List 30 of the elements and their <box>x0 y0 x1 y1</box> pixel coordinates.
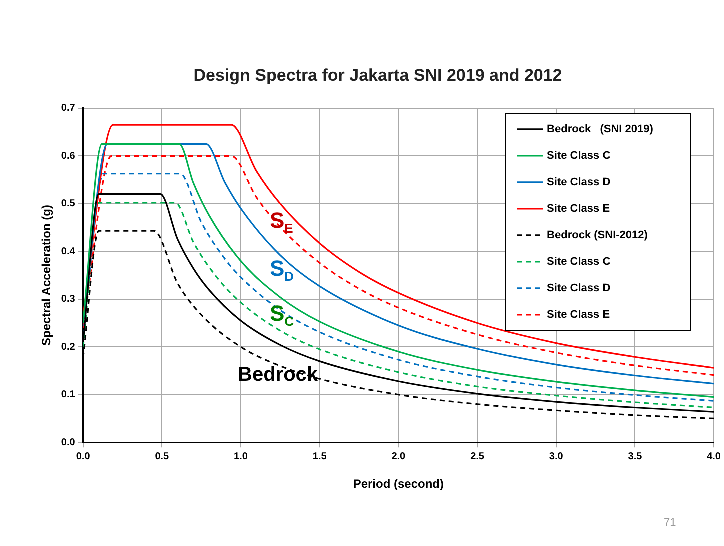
x-tick-label: 2.5 <box>470 451 485 462</box>
x-axis-title: Period (second) <box>353 477 444 492</box>
legend-label: Bedrock (SNI 2019) <box>547 123 654 136</box>
x-tick-label: 2.0 <box>392 451 406 462</box>
x-tick-label: 3.0 <box>549 451 564 462</box>
y-tick-label: 0.2 <box>61 342 76 353</box>
x-tick-label: 1.5 <box>312 451 328 462</box>
y-tick-label: 0.1 <box>61 390 76 401</box>
y-tick-label: 0.7 <box>61 103 76 114</box>
legend-label: Site Class D <box>547 176 611 188</box>
y-tick-label: 0.0 <box>61 437 76 448</box>
y-tick-label: 0.6 <box>61 150 76 162</box>
y-tick-label: 0.5 <box>61 198 76 210</box>
y-tick-label: 0.4 <box>61 246 76 258</box>
legend-label: Site Class E <box>547 308 610 321</box>
legend-label: Site Class C <box>547 256 611 268</box>
annotation: Bedrock <box>238 364 319 386</box>
legend-label: Site Class D <box>547 282 611 294</box>
legend-label: Site Class C <box>547 150 611 162</box>
legend-label: Site Class E <box>547 202 610 215</box>
x-tick-label: 1.0 <box>234 451 248 462</box>
text: 71 <box>664 517 676 529</box>
y-axis-title: Spectral Acceleration (g) <box>40 205 54 346</box>
legend-label: Bedrock (SNI-2012) <box>547 229 648 242</box>
y-tick-label: 0.3 <box>61 294 76 306</box>
x-tick-label: 3.5 <box>628 451 643 462</box>
x-tick-label: 4.0 <box>707 451 722 462</box>
x-tick-label: 0.5 <box>155 451 170 462</box>
x-tick-label: 0.0 <box>76 451 91 462</box>
chart-title: Design Spectra for Jakarta SNI 2019 and 2012 <box>194 66 562 85</box>
